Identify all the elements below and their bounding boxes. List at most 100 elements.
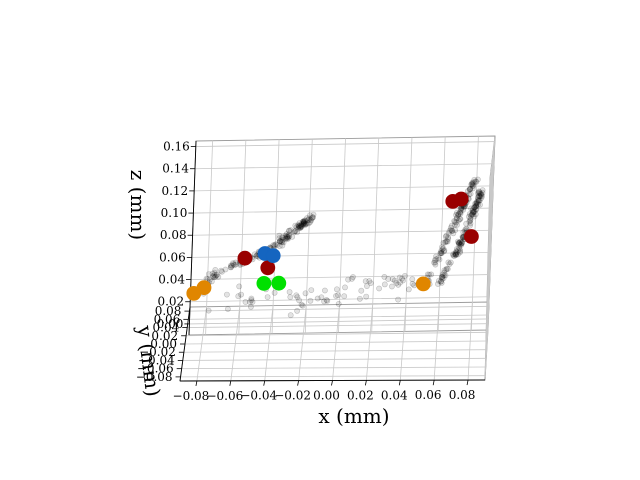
cloud-point	[469, 185, 476, 192]
cloud-point	[285, 231, 292, 238]
cloud-point	[475, 201, 482, 208]
cloud-point	[294, 294, 301, 300]
cloud-point	[218, 267, 224, 274]
cloud-point	[305, 217, 312, 223]
cloud-point	[396, 274, 403, 281]
cloud-point	[279, 234, 285, 240]
cloud-point	[248, 297, 255, 304]
cloud-point	[469, 182, 476, 189]
x-tick-label: 0.02	[347, 388, 374, 402]
cloud-point	[442, 233, 449, 240]
cloud-point	[446, 227, 453, 234]
cloud-point	[467, 220, 474, 227]
cloud-point	[212, 266, 219, 273]
cloud-point	[302, 290, 309, 297]
cloud-point	[472, 203, 479, 210]
cloud-point	[356, 295, 363, 302]
cloud-point	[376, 285, 382, 292]
cloud-point	[295, 224, 302, 230]
cloud-point	[463, 220, 470, 227]
cloud-point	[455, 210, 462, 217]
cloud-point	[432, 259, 439, 266]
cloud-point	[464, 188, 471, 195]
x-tick-label: 0.04	[381, 388, 408, 402]
cloud-point	[284, 235, 291, 242]
grid-line-back-x	[304, 139, 313, 334]
cloud-point	[473, 199, 480, 205]
cloud-point	[284, 233, 290, 240]
cloud-point	[475, 197, 482, 204]
cloud-point	[389, 276, 396, 282]
cloud-point	[301, 222, 308, 229]
cloud-point	[473, 200, 480, 207]
marker-point	[453, 191, 469, 207]
y-tick-label: 0.02	[151, 329, 178, 343]
cloud-point	[470, 208, 477, 215]
x-tick-label: −0.08	[173, 389, 210, 403]
cloud-point	[467, 185, 474, 192]
cloud-point	[450, 230, 457, 237]
cloud-point	[280, 239, 287, 246]
cloud-point	[295, 225, 302, 232]
x-tick-mark	[263, 380, 266, 386]
z-tick-label: 0.06	[159, 250, 186, 264]
cloud-point	[471, 204, 478, 210]
cloud-point	[264, 294, 271, 300]
cloud-point	[452, 227, 459, 234]
cloud-point	[458, 206, 465, 213]
cloud-point	[434, 281, 441, 287]
cloud-point	[292, 227, 299, 234]
cloud-point	[219, 268, 225, 275]
cloud-point	[466, 218, 473, 225]
cloud-point	[291, 228, 298, 235]
cloud-point	[451, 221, 458, 228]
cloud-point	[300, 220, 307, 227]
cloud-point	[457, 209, 464, 216]
cloud-point	[474, 194, 481, 201]
cloud-point	[449, 228, 455, 234]
cloud-point	[435, 277, 442, 284]
cloud-point	[286, 289, 293, 295]
cloud-point	[466, 186, 473, 193]
cloud-point	[279, 239, 286, 246]
cloud-point	[297, 224, 304, 231]
cloud-point	[443, 266, 450, 273]
grid-line-floor-y	[183, 349, 487, 353]
z-axis-label: z (mm)	[126, 170, 150, 240]
z-tick-label: 0.00	[157, 317, 184, 331]
cloud-point	[228, 264, 234, 270]
cloud-point	[476, 193, 483, 199]
cloud-point	[321, 298, 327, 305]
cloud-point	[440, 245, 447, 252]
marker-point	[256, 275, 272, 291]
cloud-point	[232, 259, 239, 266]
cloud-point	[453, 219, 460, 226]
cloud-point	[458, 240, 465, 247]
cloud-point	[453, 251, 459, 258]
cloud-point	[251, 251, 258, 258]
grid-line-back-x	[371, 137, 380, 332]
cloud-point	[455, 247, 461, 254]
cloud-point	[473, 203, 480, 209]
cloud-point	[452, 250, 459, 256]
cloud-point	[439, 275, 446, 282]
cloud-point	[442, 238, 449, 245]
cloud-point	[297, 224, 303, 231]
grid-line-back-z	[193, 207, 493, 214]
cloud-point	[318, 294, 325, 301]
cloud-point	[447, 224, 454, 231]
cloud-point	[469, 181, 476, 188]
cloud-point	[460, 206, 467, 213]
cloud-point	[440, 239, 447, 246]
cloud-point	[401, 272, 408, 279]
cloud-point	[298, 301, 305, 308]
cloud-point	[466, 211, 473, 217]
cloud-point	[277, 238, 283, 245]
cloud-point	[454, 251, 461, 258]
cloud-point	[367, 280, 374, 286]
cloud-point	[476, 192, 483, 199]
cloud-point	[479, 187, 486, 194]
cloud-point	[457, 248, 464, 254]
cloud-point	[439, 274, 445, 280]
cloud-point	[211, 272, 218, 279]
